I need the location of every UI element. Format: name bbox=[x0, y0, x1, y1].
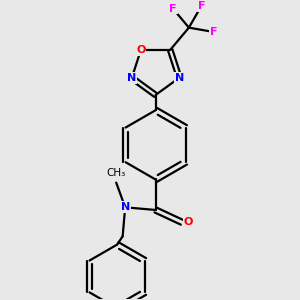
Text: N: N bbox=[175, 73, 184, 83]
Text: F: F bbox=[210, 27, 217, 37]
Text: N: N bbox=[121, 202, 130, 212]
Text: N: N bbox=[127, 73, 136, 83]
Text: F: F bbox=[169, 4, 177, 14]
Text: F: F bbox=[198, 1, 205, 11]
Text: CH₃: CH₃ bbox=[106, 168, 126, 178]
Text: O: O bbox=[136, 45, 146, 55]
Text: O: O bbox=[183, 217, 193, 227]
